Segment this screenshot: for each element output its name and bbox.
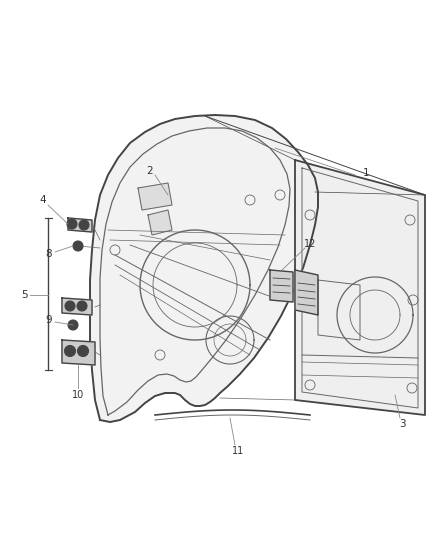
Polygon shape xyxy=(68,218,92,232)
Circle shape xyxy=(64,345,75,357)
Circle shape xyxy=(67,219,77,229)
Circle shape xyxy=(73,241,83,251)
Polygon shape xyxy=(148,210,172,235)
Circle shape xyxy=(65,301,75,311)
Circle shape xyxy=(78,345,88,357)
Text: 10: 10 xyxy=(72,390,84,400)
Polygon shape xyxy=(295,270,318,315)
Polygon shape xyxy=(270,270,293,302)
Text: 11: 11 xyxy=(232,446,244,456)
Polygon shape xyxy=(295,160,425,415)
Polygon shape xyxy=(62,298,92,315)
Circle shape xyxy=(68,320,78,330)
Polygon shape xyxy=(138,183,172,210)
Text: 9: 9 xyxy=(46,315,52,325)
Text: 2: 2 xyxy=(147,166,153,176)
Polygon shape xyxy=(62,340,95,365)
Text: 8: 8 xyxy=(46,249,52,259)
Circle shape xyxy=(77,301,87,311)
Text: 12: 12 xyxy=(304,239,316,249)
Text: 5: 5 xyxy=(21,290,27,300)
Polygon shape xyxy=(90,115,318,422)
Text: 4: 4 xyxy=(40,195,46,205)
Text: 3: 3 xyxy=(399,419,405,429)
Circle shape xyxy=(79,220,89,230)
Text: 1: 1 xyxy=(363,168,370,178)
